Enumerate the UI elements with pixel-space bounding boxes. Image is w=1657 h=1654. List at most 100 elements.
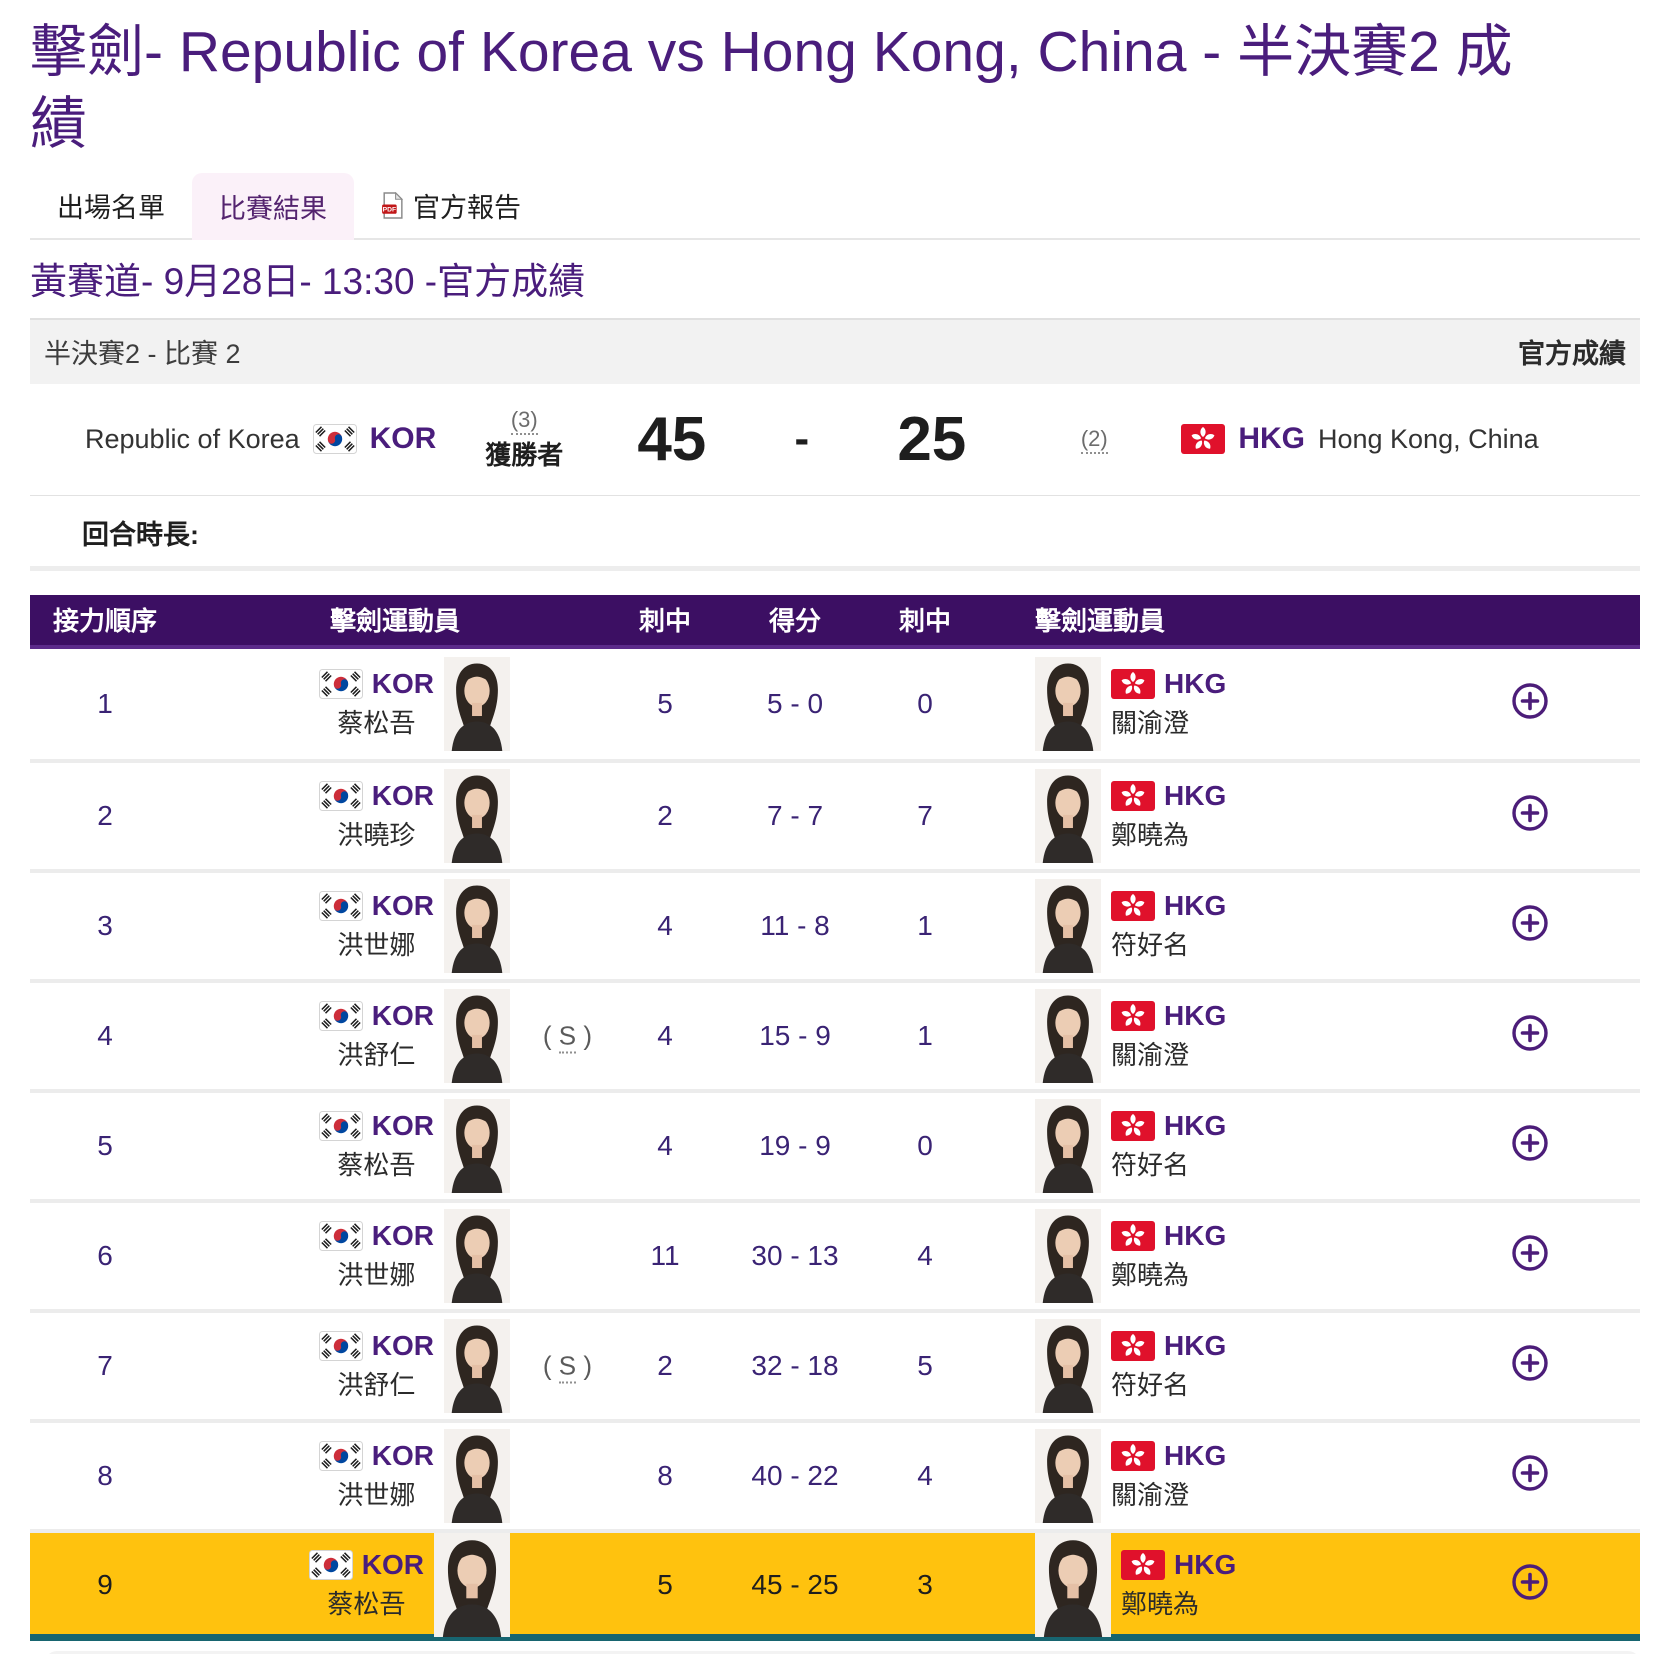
- kor-fencer-cell: KOR 洪世娜: [180, 1208, 610, 1303]
- kor-fencer-cell: KOR 洪舒仁 ( S ): [180, 988, 610, 1083]
- kor-fencer-info: KOR 洪世娜: [318, 1439, 434, 1512]
- hkg-fencer-name: 關渝澄: [1111, 707, 1190, 738]
- col-score: 得分: [768, 606, 821, 637]
- hkg-athlete-photo: [1035, 768, 1101, 863]
- kor-flag-icon: [318, 1000, 363, 1031]
- tab-official-report[interactable]: PDF 官方報告: [354, 173, 548, 238]
- team1-code: KOR: [369, 422, 437, 456]
- hkg-fencer-name: 鄭曉為: [1121, 1588, 1200, 1619]
- cumulative-score-value: 45 - 25: [751, 1568, 839, 1600]
- hkg-athlete-photo: [1035, 1208, 1101, 1303]
- kor-code-label: KOR: [371, 779, 434, 811]
- hkg-code-label: HKG: [1164, 1439, 1227, 1471]
- hkg-fencer-cell: HKG 關渝澄: [980, 1428, 1420, 1523]
- team2-name: Hong Kong, China: [1317, 423, 1539, 454]
- team1-block: Republic of Korea KOR: [85, 422, 436, 456]
- kor-flag-icon: [318, 890, 363, 921]
- kor-code-label: KOR: [371, 889, 434, 921]
- hkg-fencer-info: HKG 關渝澄: [1111, 1000, 1226, 1072]
- kor-fencer-cell: KOR 洪曉珍: [180, 768, 610, 863]
- relay-order-number: 6: [97, 1239, 113, 1271]
- cumulative-score-value: 5 - 0: [766, 687, 824, 719]
- cumulative-score-value: 19 - 9: [759, 1129, 831, 1161]
- hkg-fencer-name: 鄭曉為: [1111, 819, 1190, 850]
- relay-order-number: 9: [97, 1568, 113, 1600]
- hkg-fencer-info: HKG 關渝澄: [1111, 668, 1226, 740]
- expand-row-button[interactable]: [1510, 793, 1550, 833]
- kor-code-label: KOR: [371, 1329, 434, 1361]
- relay-order-number: 4: [97, 1019, 113, 1051]
- hkg-fencer-cell: HKG 符好名: [980, 878, 1420, 973]
- tab-lineup-label: 出場名單: [57, 192, 165, 223]
- relay-results-table: 接力順序 擊劍運動員 刺中 得分 刺中 擊劍運動員 1 KOR 蔡松: [30, 594, 1640, 1641]
- table-row: 8 KOR 洪世娜 8 40 - 22 4: [30, 1418, 1640, 1529]
- piste-datetime-subtitle: 黃賽道- 9月28日- 13:30 -官方成績: [30, 260, 586, 302]
- expand-row-button[interactable]: [1510, 1013, 1550, 1053]
- expand-row-button[interactable]: [1510, 1453, 1550, 1493]
- expand-row-button[interactable]: [1510, 1123, 1550, 1163]
- col-kor-fencer: 擊劍運動員: [329, 606, 460, 637]
- kor-hits-value: 5: [657, 1568, 673, 1600]
- relay-order-number: 7: [97, 1349, 113, 1381]
- kor-hits-value: 2: [657, 1349, 673, 1381]
- hkg-flag-icon: [1111, 1110, 1155, 1141]
- kor-fencer-cell: KOR 洪世娜: [180, 878, 610, 973]
- relay-order-number: 8: [97, 1459, 113, 1491]
- kor-code-label: KOR: [371, 999, 434, 1031]
- kor-hits-value: 2: [657, 799, 673, 831]
- hkg-flag-icon: [1111, 890, 1155, 921]
- kor-hits-value: 4: [657, 1129, 673, 1161]
- hkg-hits-value: 4: [917, 1459, 933, 1491]
- hkg-hits-value: 1: [917, 1019, 933, 1051]
- kor-athlete-photo: [434, 1532, 510, 1637]
- hkg-athlete-photo: [1035, 656, 1101, 751]
- cumulative-score-value: 11 - 8: [760, 909, 830, 941]
- kor-fencer-info: KOR 洪世娜: [318, 889, 434, 962]
- tab-lineup[interactable]: 出場名單: [30, 173, 192, 238]
- col-hkg-fencer: 擊劍運動員: [1035, 606, 1166, 637]
- expand-row-button[interactable]: [1510, 1562, 1550, 1602]
- kor-flag-icon: [308, 1549, 353, 1580]
- hkg-code-label: HKG: [1164, 1329, 1227, 1361]
- hkg-fencer-cell: HKG 鄭曉為: [980, 768, 1420, 863]
- results-table-body: 1 KOR 蔡松吾 5 5 - 0 0: [30, 648, 1640, 1641]
- kor-athlete-photo: [444, 768, 510, 863]
- hkg-flag-icon: [1111, 1440, 1155, 1471]
- col-hkg-hits: 刺中: [898, 606, 951, 637]
- expand-row-button[interactable]: [1510, 1233, 1550, 1273]
- score-separator: -: [794, 414, 810, 464]
- hkg-hits-value: 0: [917, 1129, 933, 1161]
- kor-hits-value: 4: [657, 1019, 673, 1051]
- tab-match-results[interactable]: 比賽結果: [192, 172, 354, 240]
- hkg-hits-value: 7: [917, 799, 933, 831]
- cumulative-score-value: 30 - 13: [751, 1239, 839, 1271]
- kor-fencer-cell: KOR 洪舒仁 ( S ): [180, 1318, 610, 1413]
- substitute-marker: ( S ): [543, 1350, 592, 1384]
- hkg-flag-icon: [1111, 780, 1155, 811]
- hkg-code-label: HKG: [1164, 889, 1227, 921]
- substitute-marker: ( S ): [543, 1020, 592, 1054]
- table-row: 6 KOR 洪世娜 11 30 - 13 4: [30, 1198, 1640, 1309]
- hkg-fencer-cell: HKG 鄭曉為: [980, 1532, 1420, 1637]
- kor-hits-value: 4: [657, 909, 673, 941]
- team1-seed: (3): [510, 406, 538, 435]
- kor-fencer-name: 洪世娜: [337, 1479, 416, 1510]
- col-relay-order: 接力順序: [52, 606, 157, 637]
- kor-code-label: KOR: [361, 1548, 424, 1580]
- expand-row-button[interactable]: [1510, 1343, 1550, 1383]
- kor-code-label: KOR: [371, 1439, 434, 1471]
- svg-text:PDF: PDF: [383, 206, 397, 213]
- expand-row-button[interactable]: [1510, 681, 1550, 721]
- kor-fencer-name: 洪曉珍: [337, 819, 416, 850]
- tab-match-results-label: 比賽結果: [219, 193, 327, 224]
- hkg-fencer-info: HKG 符好名: [1111, 890, 1226, 962]
- hkg-fencer-info: HKG 符好名: [1111, 1110, 1226, 1182]
- relay-order-number: 1: [97, 687, 113, 719]
- kor-fencer-info: KOR 蔡松吾: [318, 668, 434, 740]
- team1-name: Republic of Korea: [85, 423, 300, 454]
- kor-flag-icon: [312, 424, 357, 455]
- team2-seed: (2): [1080, 426, 1108, 455]
- expand-row-button[interactable]: [1510, 903, 1550, 943]
- hkg-fencer-info: HKG 符好名: [1111, 1330, 1226, 1402]
- hkg-hits-value: 3: [917, 1568, 933, 1600]
